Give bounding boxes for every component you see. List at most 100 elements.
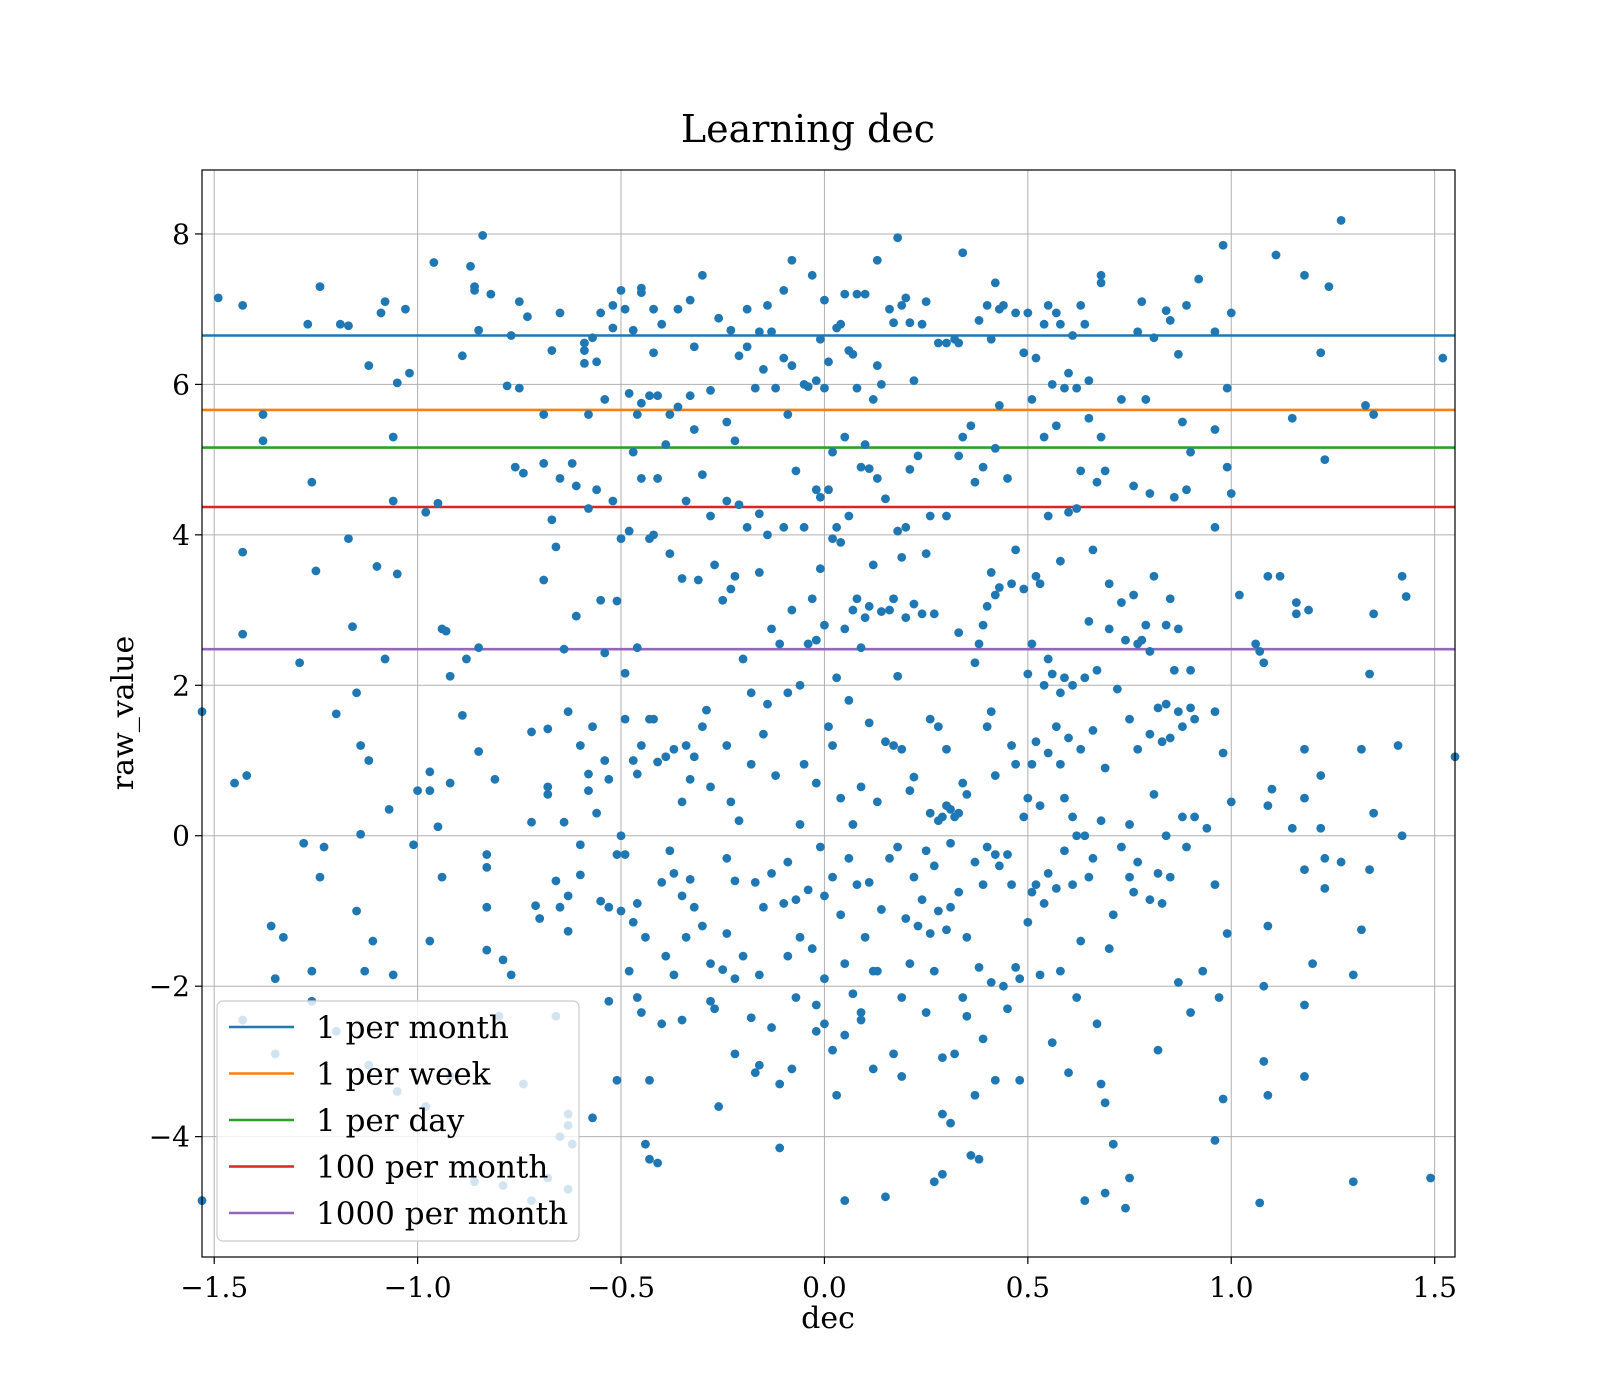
scatter-point (893, 233, 903, 243)
scatter-point (632, 410, 642, 419)
scatter-point (1173, 624, 1183, 634)
scatter-point (783, 410, 793, 419)
scatter-point (706, 511, 715, 521)
scatter-point (592, 485, 602, 495)
scatter-point (539, 458, 549, 468)
scatter-point (563, 891, 573, 901)
scatter-point (539, 575, 549, 585)
scatter-point (722, 929, 732, 938)
scatter-point (555, 902, 565, 912)
scatter-point (470, 285, 479, 295)
scatter-point (807, 270, 817, 280)
scatter-point (738, 654, 748, 664)
scatter-point (474, 325, 484, 335)
scatter-point (315, 282, 325, 291)
scatter-point (970, 477, 980, 487)
scatter-point (1210, 327, 1220, 337)
scatter-point (815, 492, 825, 502)
scatter-point (840, 624, 850, 634)
scatter-point (868, 560, 878, 570)
scatter-point (811, 485, 821, 495)
scatter-point (364, 756, 374, 765)
scatter-point (278, 932, 288, 942)
scatter-point (266, 921, 276, 931)
scatter-point (1222, 383, 1232, 393)
scatter-point (551, 876, 561, 886)
scatter-point (641, 1139, 650, 1149)
y-tick-label: 2 (172, 669, 190, 702)
scatter-point (1133, 327, 1143, 337)
scatter-point (1320, 455, 1330, 465)
scatter-point (901, 613, 911, 622)
scatter-point (697, 470, 707, 480)
scatter-point (950, 1049, 960, 1059)
scatter-point (1031, 353, 1041, 363)
scatter-point (649, 714, 658, 724)
scatter-point (803, 885, 813, 895)
scatter-point (1129, 481, 1139, 491)
scatter-point (860, 289, 870, 299)
y-tick-label: −4 (149, 1121, 190, 1154)
scatter-point (889, 741, 898, 750)
scatter-point (946, 902, 955, 912)
scatter-point (580, 346, 589, 355)
scatter-point (1072, 504, 1082, 513)
scatter-point (795, 820, 805, 829)
scatter-point (1401, 592, 1411, 601)
scatter-point (1055, 556, 1065, 566)
scatter-point (592, 808, 602, 818)
scatter-point (738, 951, 748, 961)
scatter-point (1300, 744, 1309, 754)
scatter-point (1300, 270, 1309, 280)
scatter-point (1108, 1139, 1118, 1149)
scatter-point (868, 966, 878, 976)
scatter-point (1068, 880, 1077, 890)
scatter-point (620, 668, 630, 678)
scatter-point (706, 386, 715, 395)
scatter-point (238, 547, 248, 557)
scatter-point (571, 481, 581, 491)
scatter-point (1117, 598, 1126, 607)
scatter-point (1186, 703, 1195, 713)
scatter-point (787, 605, 797, 615)
scatter-point (1043, 301, 1053, 310)
scatter-point (734, 816, 744, 826)
scatter-point (1096, 278, 1106, 288)
scatter-point (1336, 216, 1346, 225)
scatter-point (555, 474, 565, 483)
scatter-point (1125, 820, 1134, 829)
scatter-point (588, 1113, 597, 1123)
scatter-point (1023, 917, 1033, 927)
scatter-point (1076, 936, 1086, 946)
scatter-point (917, 319, 927, 329)
scatter-point (954, 628, 964, 638)
scatter-point (1397, 831, 1407, 841)
scatter-point (624, 526, 634, 536)
scatter-point (669, 970, 679, 980)
scatter-point (242, 771, 252, 780)
scatter-point (990, 850, 1000, 859)
scatter-point (514, 297, 524, 307)
scatter-point (433, 822, 443, 832)
scatter-point (860, 932, 870, 942)
scatter-point (653, 1158, 663, 1168)
scatter-point (620, 304, 630, 314)
scatter-point (860, 440, 870, 449)
scatter-point (1019, 584, 1029, 594)
scatter-point (1357, 925, 1366, 935)
scatter-point (1100, 466, 1110, 476)
scatter-point (929, 966, 939, 976)
scatter-point (929, 609, 939, 619)
scatter-point (1304, 605, 1313, 615)
scatter-point (974, 639, 984, 649)
scatter-point (1027, 759, 1037, 769)
scatter-point (632, 899, 642, 908)
scatter-point (1202, 823, 1212, 833)
scatter-point (1165, 872, 1175, 882)
scatter-point (388, 432, 398, 442)
scatter-point (575, 870, 585, 880)
scatter-point (1080, 319, 1090, 329)
scatter-point (348, 622, 357, 632)
scatter-point (490, 774, 500, 784)
scatter-point (514, 383, 524, 393)
